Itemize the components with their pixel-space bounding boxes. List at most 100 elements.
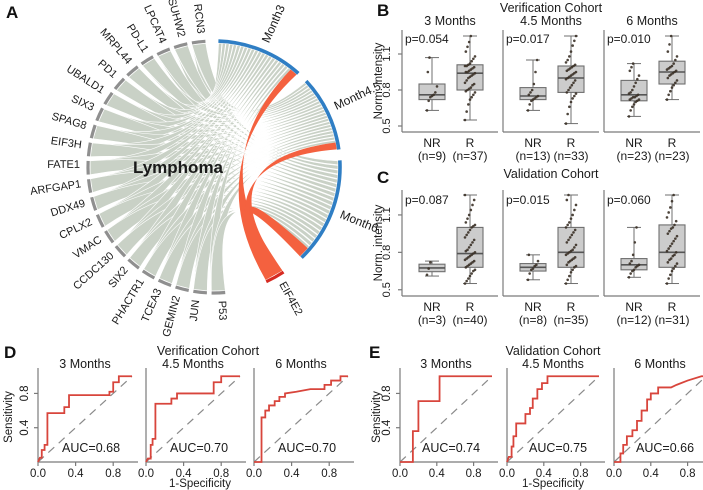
ribbon-VMAC	[106, 121, 331, 242]
data-point	[429, 261, 432, 264]
y-tick-label: 0.5	[381, 118, 393, 133]
data-point	[463, 282, 467, 285]
group-label: NR	[625, 300, 643, 314]
data-point	[463, 81, 467, 85]
data-point	[473, 268, 477, 272]
auc-label: AUC=0.68	[62, 441, 120, 455]
data-point	[526, 278, 530, 282]
x-tick-label: 0.0	[606, 468, 622, 480]
data-point	[573, 63, 577, 67]
chord-diagram: RCN3SUHW2LPCAT4PD-L1MRPL44PD1UBALD1SIX3S…	[29, 0, 383, 338]
data-point	[573, 228, 577, 232]
group-label: R	[668, 300, 677, 314]
group-label: R	[567, 300, 576, 314]
arc-JUN	[193, 289, 207, 295]
gene-label-SIX3: SIX3	[69, 93, 96, 114]
arc-EIF4E2	[265, 270, 285, 284]
data-point	[636, 93, 640, 97]
subplot-title: 3 Months	[424, 14, 475, 28]
data-point	[675, 79, 679, 82]
data-point	[566, 112, 569, 116]
box-R	[658, 224, 686, 268]
data-point	[472, 65, 476, 69]
data-point	[668, 229, 671, 233]
auc-label: AUC=0.75	[529, 441, 587, 455]
group-n-label: (n=9)	[418, 149, 446, 163]
gene-label-PD-L1: PD-L1	[124, 22, 151, 55]
data-point	[463, 193, 467, 197]
data-point	[469, 243, 473, 247]
subplot-title: 6 Months	[626, 14, 677, 28]
chance-diagonal	[399, 375, 493, 463]
roc-panel-validation: Validation Cohort Sensitivity 1-Specificit…	[371, 344, 703, 490]
data-point	[635, 226, 638, 229]
data-point	[665, 249, 669, 253]
data-point	[668, 43, 671, 46]
data-point	[630, 65, 633, 69]
arc-SIX2	[127, 258, 140, 270]
data-point	[473, 251, 477, 254]
data-point	[464, 50, 468, 53]
data-point	[674, 81, 677, 85]
data-point	[527, 93, 531, 97]
data-point	[526, 109, 530, 112]
data-point	[530, 88, 534, 92]
data-point	[528, 103, 531, 106]
ribbon-PD-L1	[142, 57, 339, 179]
cohort-title: Validation Cohort	[504, 167, 599, 181]
arc-ARFGAP1	[87, 179, 93, 194]
data-point	[472, 57, 475, 61]
y-tick-label: 1.1	[381, 207, 393, 222]
data-point	[467, 213, 471, 217]
roc-curve	[37, 375, 132, 463]
data-point	[670, 64, 674, 68]
data-point	[675, 234, 679, 238]
data-point	[472, 82, 476, 86]
group-label: R	[567, 136, 576, 150]
arc-PD-L1	[140, 55, 154, 66]
group-n-label: (n=12)	[616, 313, 651, 327]
center-label: Lymphoma	[133, 158, 224, 177]
gene-label-EIF3H: EIF3H	[50, 135, 83, 151]
data-point	[629, 91, 632, 94]
arc-EIF3H	[86, 142, 92, 157]
data-point	[427, 99, 430, 103]
x-tick-label: 0.0	[392, 468, 408, 480]
data-point	[631, 253, 635, 257]
data-point	[465, 233, 468, 237]
x-tick-label: 0.0	[30, 468, 46, 480]
data-point	[573, 94, 576, 98]
data-point	[564, 122, 568, 125]
data-point	[571, 44, 574, 47]
data-point	[669, 206, 672, 209]
cohort-title: Verification Cohort	[500, 1, 603, 15]
data-point	[671, 226, 675, 229]
arc-TCEA3	[157, 278, 172, 287]
data-point	[568, 86, 572, 89]
data-point	[573, 246, 576, 249]
data-point	[527, 253, 531, 257]
data-point	[571, 213, 574, 217]
data-point	[427, 267, 430, 270]
roc-panel-verification: Verification Cohort Sensitivity 1-Specific…	[3, 344, 354, 490]
roc-curve	[614, 375, 703, 463]
x-tick-label: 0.4	[536, 468, 553, 480]
ribbon-PHACTR1	[143, 130, 334, 277]
group-n-label: (n=23)	[616, 149, 651, 163]
data-point	[473, 55, 477, 58]
roc-curve	[145, 375, 240, 463]
group-n-label: (n=23)	[654, 149, 689, 163]
highlight-ribbon-Month6	[241, 206, 308, 280]
data-point	[666, 232, 670, 235]
group-n-label: (n=37)	[452, 149, 487, 163]
x-tick-label: 0.4	[429, 468, 446, 480]
data-point	[566, 278, 569, 282]
box-NR	[418, 83, 446, 101]
data-point	[469, 86, 473, 89]
data-point	[569, 217, 573, 220]
y-tick-label: 0.4	[381, 419, 393, 436]
data-point	[573, 208, 576, 212]
x-tick-label: 0.8	[321, 468, 337, 480]
data-point	[532, 82, 536, 86]
data-point	[566, 223, 569, 227]
